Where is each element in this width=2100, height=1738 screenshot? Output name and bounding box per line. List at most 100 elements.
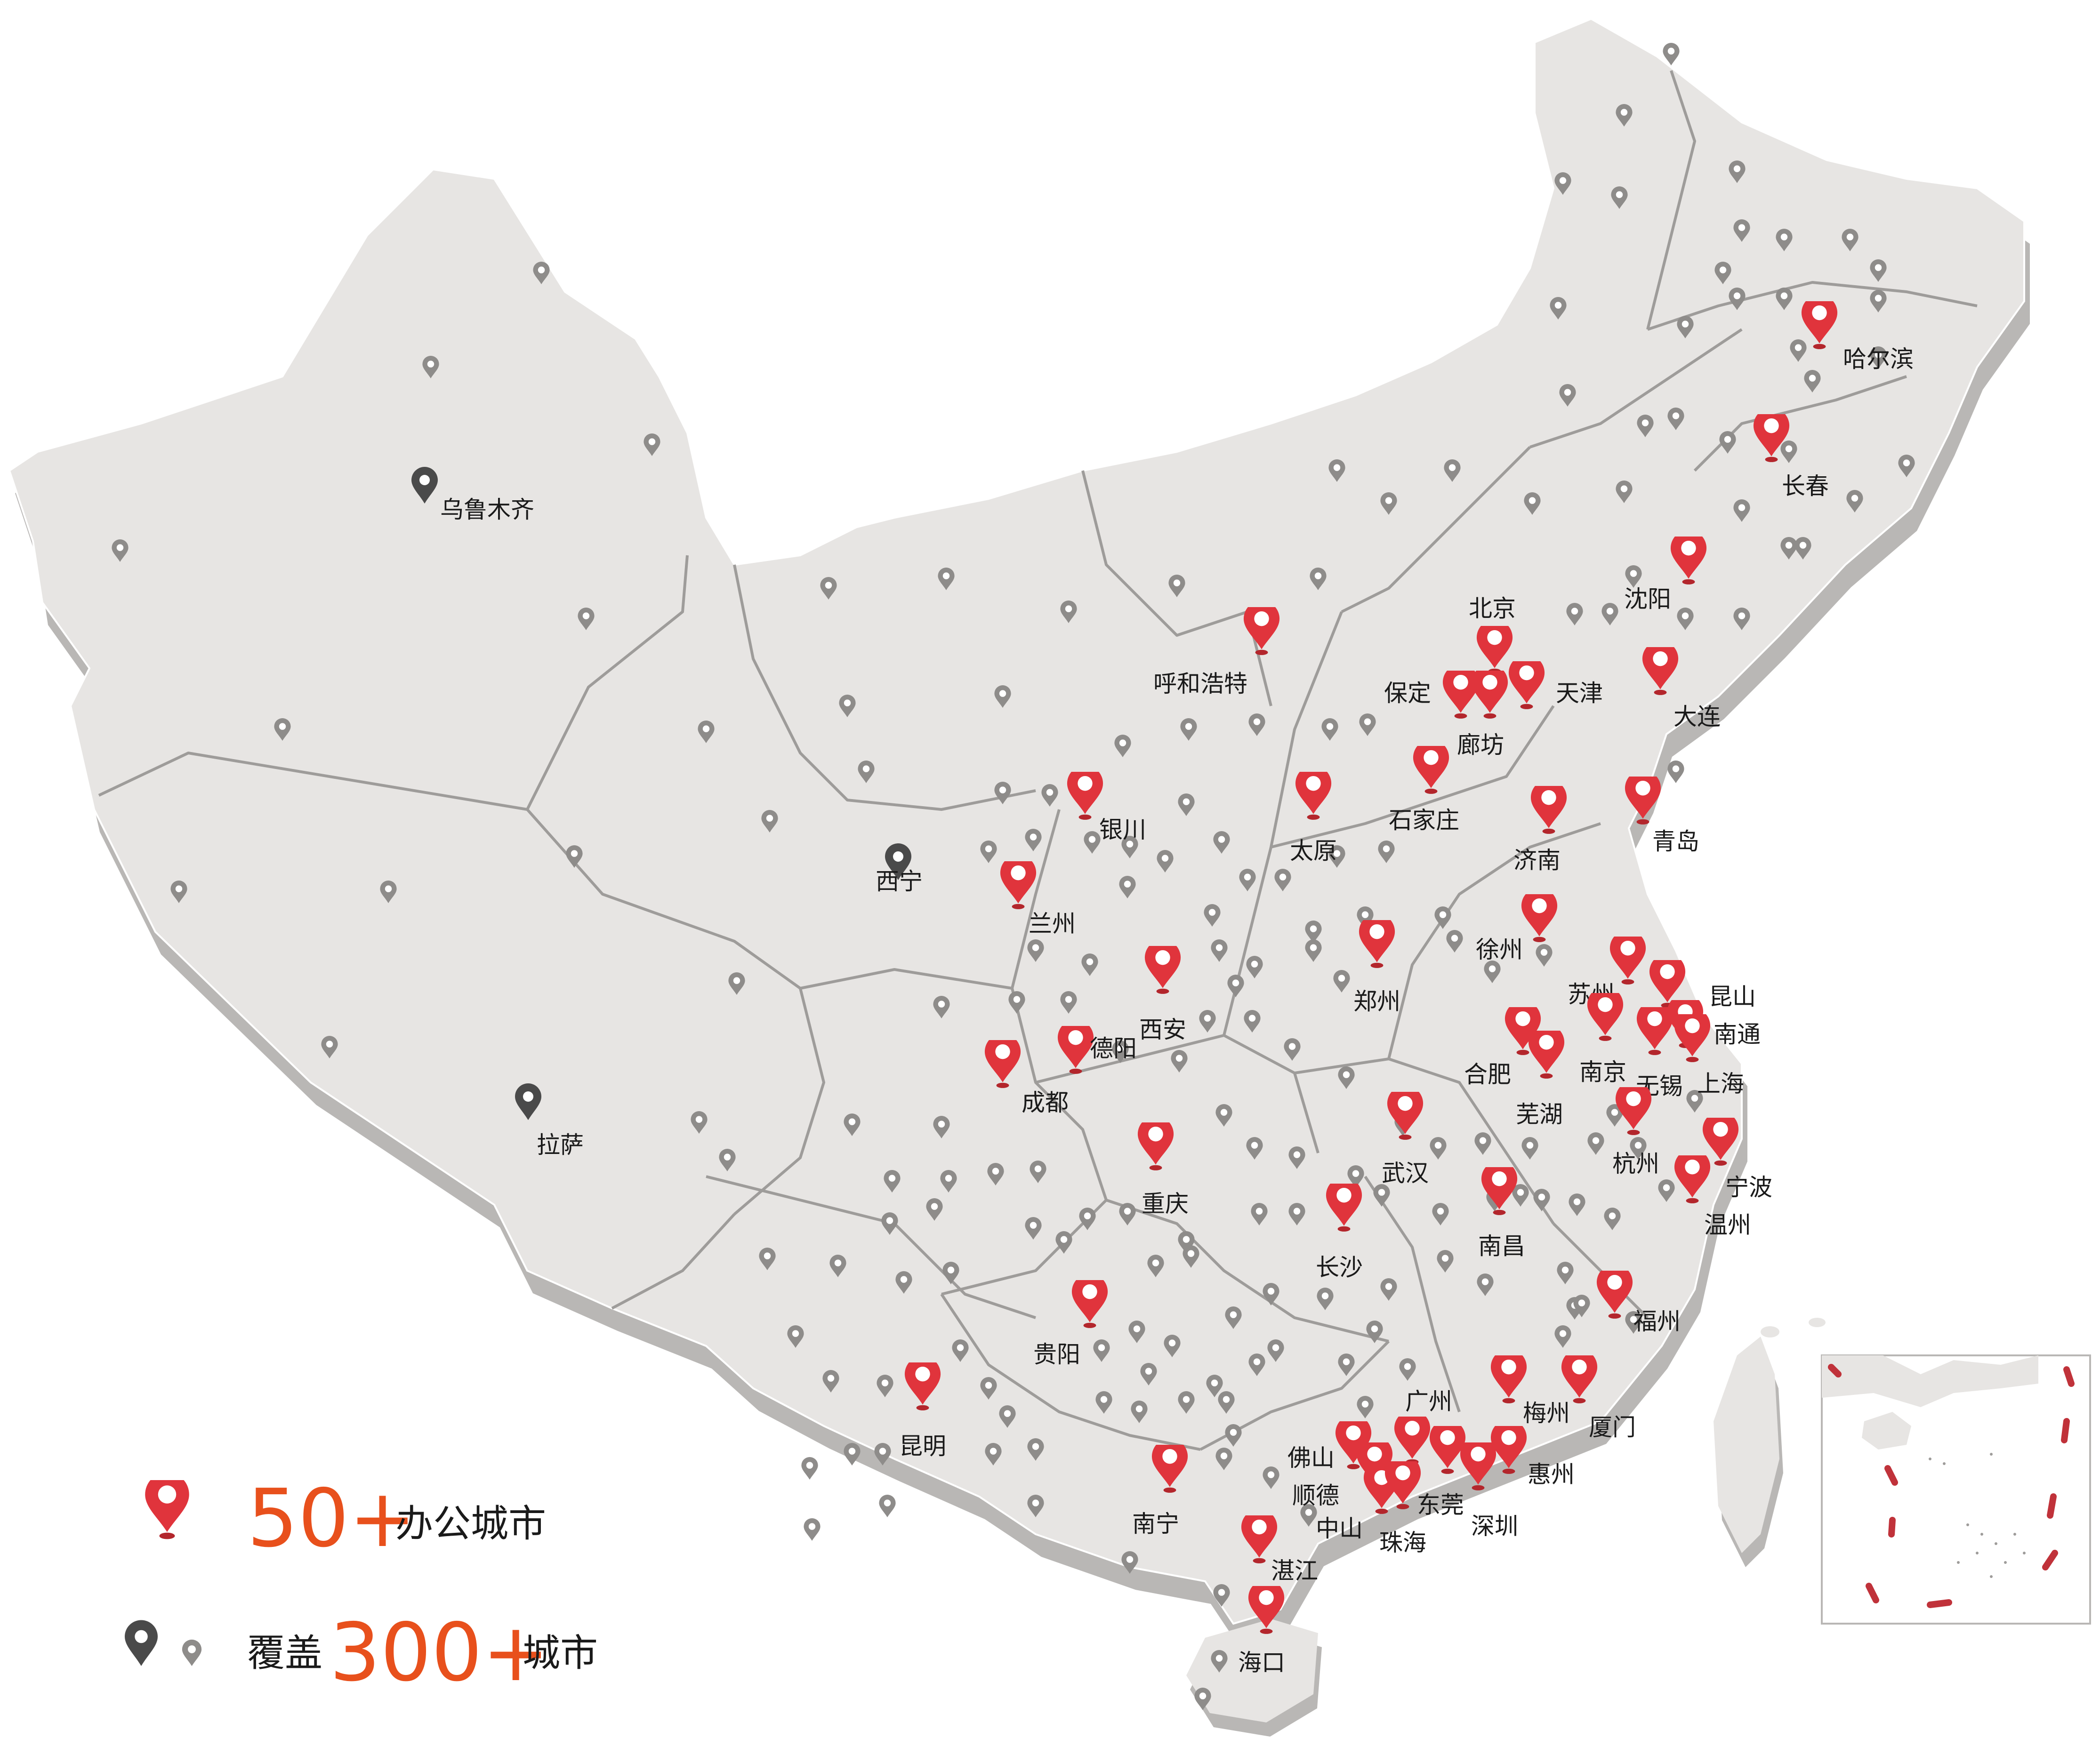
pin-deyang[interactable]: 德阳 xyxy=(1057,1020,1137,1074)
pin-urumqi[interactable]: 乌鲁木齐 xyxy=(411,467,534,523)
pin-xiamen[interactable]: 厦门 xyxy=(1561,1349,1636,1441)
pin-huizhou[interactable]: 惠州 xyxy=(1490,1420,1575,1488)
pin-xining[interactable]: 西宁 xyxy=(876,843,923,895)
pin-langfang[interactable]: 廊坊 xyxy=(1457,665,1508,759)
pin-hefei[interactable]: 合肥 xyxy=(1464,1001,1541,1088)
pin-chengdu[interactable]: 成都 xyxy=(984,1034,1069,1116)
city-label-chengdu: 成都 xyxy=(1022,1089,1069,1116)
pin-foshan[interactable]: 佛山 xyxy=(1287,1415,1372,1472)
pin-nanjing[interactable]: 南京 xyxy=(1579,987,1626,1086)
city-label-xuzhou: 徐州 xyxy=(1476,936,1523,963)
city-label-hohhot: 呼和浩特 xyxy=(1153,670,1247,697)
office-city-pins: 哈尔滨 长春 沈阳 大连 北京 天津 保定 廊坊 石家庄 呼和浩特 太原 济南 … xyxy=(899,295,1914,1676)
city-label-changchun: 长春 xyxy=(1782,473,1829,500)
pin-dalian[interactable]: 大连 xyxy=(1642,641,1721,730)
city-label-nanchang: 南昌 xyxy=(1478,1233,1525,1260)
gray-map-pin-icon xyxy=(1667,761,1684,783)
city-label-dongguan: 东莞 xyxy=(1417,1491,1464,1519)
pin-guiyang[interactable]: 贵阳 xyxy=(1033,1274,1108,1368)
city-label-foshan: 佛山 xyxy=(1287,1444,1335,1472)
city-label-chongqing: 重庆 xyxy=(1142,1190,1189,1217)
province-borders xyxy=(98,70,1978,1451)
city-label-nantong: 南通 xyxy=(1714,1021,1761,1048)
pin-changchun[interactable]: 长春 xyxy=(1753,408,1829,500)
cover-prefix: 覆盖 xyxy=(247,1631,322,1675)
city-label-tianjin: 天津 xyxy=(1556,680,1603,707)
city-label-shenyang: 沈阳 xyxy=(1624,585,1671,613)
pin-qingdao[interactable]: 青岛 xyxy=(1625,770,1699,855)
city-label-zhanjiang: 湛江 xyxy=(1271,1557,1318,1585)
pin-lhasa[interactable]: 拉萨 xyxy=(515,1083,584,1159)
pin-taiyuan[interactable]: 太原 xyxy=(1290,766,1337,865)
pin-harbin[interactable]: 哈尔滨 xyxy=(1801,295,1914,373)
pin-shanghai[interactable]: 上海 xyxy=(1674,1008,1744,1097)
gray-map-pin-icon xyxy=(844,1443,861,1466)
pin-shijiazhuang[interactable]: 石家庄 xyxy=(1389,740,1459,834)
pin-xuzhou[interactable]: 徐州 xyxy=(1476,888,1558,963)
pin-tianjin[interactable]: 天津 xyxy=(1508,655,1603,709)
city-label-wenzhou: 温州 xyxy=(1704,1211,1751,1239)
city-label-hefei: 合肥 xyxy=(1464,1061,1511,1088)
pin-kunming[interactable]: 昆明 xyxy=(899,1356,946,1460)
city-label-shanghai: 上海 xyxy=(1697,1070,1744,1097)
pin-beijing[interactable]: 北京 xyxy=(1469,595,1516,674)
city-label-taiyuan: 太原 xyxy=(1290,837,1337,865)
gray-map-pin-icon xyxy=(801,1457,818,1480)
office-caption: 办公城市 xyxy=(395,1502,546,1546)
city-label-xian: 西安 xyxy=(1139,1016,1186,1043)
city-label-haikou: 海口 xyxy=(1238,1649,1285,1676)
pin-shenyang[interactable]: 沈阳 xyxy=(1624,530,1707,613)
pin-zhengzhou[interactable]: 郑州 xyxy=(1353,914,1400,1015)
pin-nanchang[interactable]: 南昌 xyxy=(1478,1161,1525,1260)
city-label-beijing: 北京 xyxy=(1469,595,1516,622)
city-label-deyang: 德阳 xyxy=(1090,1035,1137,1062)
pin-zhuhai[interactable]: 珠海 xyxy=(1379,1455,1426,1556)
city-label-kunming: 昆明 xyxy=(899,1433,946,1460)
city-label-shenzhen: 深圳 xyxy=(1471,1513,1518,1540)
pin-changsha[interactable]: 长沙 xyxy=(1316,1177,1363,1281)
pin-zhongshan[interactable]: 中山 xyxy=(1316,1460,1400,1542)
pin-meizhou[interactable]: 梅州 xyxy=(1490,1349,1570,1427)
city-label-xiamen: 厦门 xyxy=(1589,1414,1636,1441)
pin-xian[interactable]: 西安 xyxy=(1139,940,1186,1043)
pin-wuhan[interactable]: 武汉 xyxy=(1382,1086,1429,1187)
city-label-shunde: 顺德 xyxy=(1292,1482,1339,1509)
city-label-urumqi: 乌鲁木齐 xyxy=(440,496,534,523)
china-landmass xyxy=(8,17,2025,1737)
city-label-ningbo: 宁波 xyxy=(1725,1174,1772,1201)
pin-wenzhou[interactable]: 温州 xyxy=(1674,1149,1751,1239)
city-label-guangzhou: 广州 xyxy=(1405,1388,1452,1415)
pin-shunde[interactable]: 顺德 xyxy=(1292,1436,1393,1509)
pin-zhanjiang[interactable]: 湛江 xyxy=(1241,1509,1318,1585)
gray-map-pin-icon xyxy=(182,1639,202,1666)
pin-dongguan[interactable]: 东莞 xyxy=(1417,1420,1466,1519)
city-label-harbin: 哈尔滨 xyxy=(1843,345,1914,373)
pin-shenzhen[interactable]: 深圳 xyxy=(1460,1436,1518,1540)
city-label-changsha: 长沙 xyxy=(1316,1254,1363,1281)
pin-yinchuan[interactable]: 银川 xyxy=(1067,766,1146,843)
red-map-pin-icon xyxy=(145,1480,189,1539)
pin-baoding[interactable]: 保定 xyxy=(1384,665,1479,719)
pin-kunshan[interactable]: 昆山 xyxy=(1649,954,1756,1010)
city-label-zhongshan: 中山 xyxy=(1316,1515,1363,1542)
pin-jinan[interactable]: 济南 xyxy=(1513,780,1567,874)
pin-nanning[interactable]: 南宁 xyxy=(1132,1439,1188,1538)
pin-nantong[interactable]: 南通 xyxy=(1667,994,1761,1048)
city-label-langfang: 廊坊 xyxy=(1457,731,1504,759)
pin-fuzhou[interactable]: 福州 xyxy=(1596,1265,1681,1335)
city-label-xining: 西宁 xyxy=(876,868,923,895)
pin-ningbo[interactable]: 宁波 xyxy=(1702,1112,1772,1201)
major-city-pins: 乌鲁木齐 西宁 拉萨 xyxy=(411,467,923,1159)
city-label-qingdao: 青岛 xyxy=(1652,828,1699,855)
pin-wuhu[interactable]: 芜湖 xyxy=(1516,1025,1565,1128)
city-label-shijiazhuang: 石家庄 xyxy=(1389,807,1459,834)
pin-haikou[interactable]: 海口 xyxy=(1238,1580,1285,1676)
city-label-dalian: 大连 xyxy=(1674,703,1721,730)
cover-caption: 城市 xyxy=(523,1631,598,1675)
pin-hangzhou[interactable]: 杭州 xyxy=(1612,1081,1659,1177)
pin-lanzhou[interactable]: 兰州 xyxy=(1000,855,1076,937)
pin-chongqing[interactable]: 重庆 xyxy=(1137,1116,1189,1217)
pin-hohhot[interactable]: 呼和浩特 xyxy=(1153,601,1280,697)
city-label-yinchuan: 银川 xyxy=(1099,816,1146,843)
pin-guangzhou[interactable]: 广州 xyxy=(1394,1388,1452,1465)
